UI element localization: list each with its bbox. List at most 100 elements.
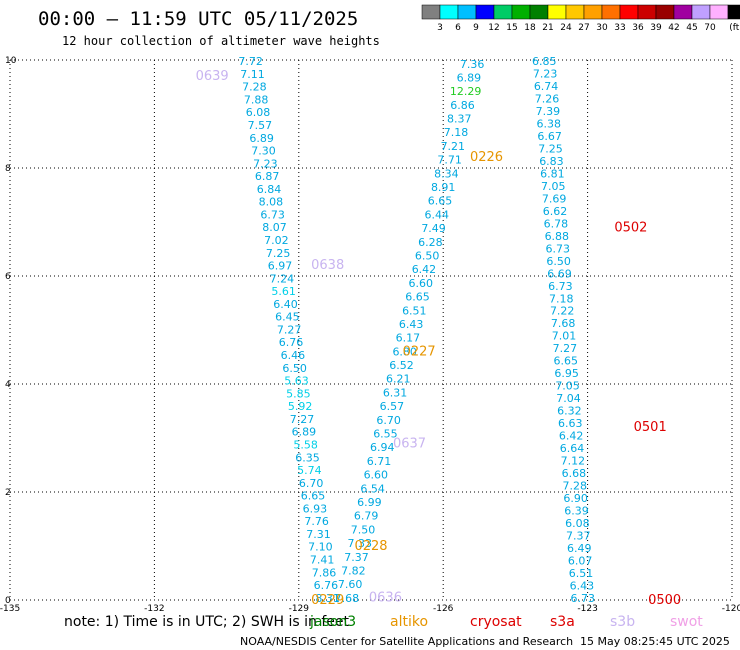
colorbar-label: 39 — [650, 23, 662, 33]
wave-height-value: 7.27 — [290, 413, 315, 426]
x-tick-label: -120 — [722, 604, 740, 614]
wave-height-value: 6.64 — [560, 442, 585, 455]
x-tick-label: -129 — [289, 604, 310, 614]
colorbar-swatch — [493, 4, 513, 20]
footer-note: note: 1) Time is in UTC; 2) SWH is in fe… — [64, 614, 350, 630]
wave-height-value: 7.10 — [308, 541, 333, 554]
wave-height-value: 6.89 — [457, 71, 482, 84]
pass-time-label: 0500 — [648, 593, 681, 608]
wave-height-value: 7.86 — [312, 566, 337, 579]
chart-grid — [9, 59, 733, 601]
colorbar-swatch — [583, 4, 603, 20]
wave-height-value: 6.76 — [314, 579, 339, 592]
x-tick-label: -126 — [433, 604, 454, 614]
pass-time-label: 0227 — [403, 345, 436, 360]
wave-height-value: 6.08 — [565, 517, 590, 530]
wave-height-value: 6.70 — [376, 414, 401, 427]
wave-height-value: 6.97 — [268, 260, 293, 273]
wave-height-value: 6.60 — [408, 277, 433, 290]
wave-height-value: 6.86 — [450, 99, 475, 112]
wave-height-value: 7.18 — [549, 292, 574, 305]
pass-time-label: 0229 — [311, 593, 344, 608]
chart-title: 00:00 — 11:59 UTC 05/11/2025 — [38, 8, 358, 30]
wave-height-value: 6.17 — [396, 332, 421, 345]
wave-height-value: 7.57 — [248, 119, 273, 132]
colorbar-swatch — [565, 4, 585, 20]
wave-height-value: 6.31 — [383, 386, 408, 399]
pass-time-label: 0636 — [369, 590, 402, 605]
wave-height-value: 7.11 — [240, 68, 265, 81]
wave-height-value: 6.67 — [537, 130, 562, 143]
y-tick-label: 8 — [5, 164, 11, 174]
wave-height-value: 6.46 — [281, 349, 306, 362]
colorbar-label: 24 — [560, 23, 572, 33]
wave-height-value: 5.63 — [284, 375, 309, 388]
wave-height-value: 6.08 — [246, 106, 271, 119]
wave-height-value: 6.43 — [570, 579, 595, 592]
wave-height-value: 6.32 — [557, 405, 582, 418]
wave-height-value: 7.88 — [244, 93, 269, 106]
wave-height-value: 7.04 — [556, 392, 581, 405]
colorbar-unit: (ft) — [729, 23, 740, 33]
wave-height-value: 5.74 — [297, 464, 322, 477]
wave-height-value: 7.39 — [536, 105, 561, 118]
wave-height-value: 6.93 — [303, 502, 328, 515]
pass-time-label: 0502 — [614, 220, 647, 235]
wave-height-value: 7.24 — [270, 272, 295, 285]
wave-height-value: 8.08 — [259, 196, 284, 209]
wave-height-value: 6.52 — [389, 359, 414, 372]
wave-height-value: 6.40 — [273, 298, 298, 311]
satellite-legend-item: swot — [670, 614, 703, 630]
wave-height-value: 6.79 — [354, 510, 379, 523]
wave-height-value: 7.69 — [542, 192, 567, 205]
y-tick-label: 10 — [5, 56, 17, 66]
satellite-legend-item: s3b — [610, 614, 635, 630]
colorbar-swatch — [547, 4, 567, 20]
wave-height-value: 6.43 — [399, 318, 424, 331]
wave-height-value: 7.25 — [538, 142, 563, 155]
wave-height-value: 8.31 — [315, 592, 340, 605]
wave-height-value: 6.73 — [260, 208, 285, 221]
wave-height-value: 7.41 — [310, 554, 335, 567]
wave-height-value: 6.65 — [405, 291, 430, 304]
wave-height-value: 6.60 — [364, 469, 389, 482]
wave-height-value: 5.58 — [293, 438, 318, 451]
colorbar-swatch — [709, 4, 729, 20]
wave-height-points: 7.727.117.287.886.087.576.897.307.236.87… — [238, 55, 595, 605]
wave-height-value: 8.07 — [262, 221, 287, 234]
wave-height-value: 6.63 — [558, 417, 583, 430]
wave-height-value: 7.28 — [242, 81, 267, 94]
wave-height-value: 6.81 — [540, 167, 565, 180]
wave-height-value: 6.74 — [534, 80, 559, 93]
wave-height-value: 7.02 — [264, 234, 289, 247]
wave-height-value: 6.35 — [295, 451, 320, 464]
wave-height-value: 7.18 — [444, 126, 469, 139]
wave-height-value: 7.27 — [277, 323, 302, 336]
colorbar-label: 36 — [632, 23, 644, 33]
colorbar-label: 33 — [614, 23, 625, 33]
pass-time-label: 0501 — [634, 420, 667, 435]
wave-height-value: 6.44 — [425, 208, 450, 221]
satellite-legend-item: jason3 — [309, 614, 356, 630]
wave-height-value: 6.73 — [548, 280, 573, 293]
x-tick-label: -132 — [144, 604, 164, 614]
wave-height-value: 6.65 — [301, 490, 326, 503]
chart-ticks: -135 -132 -129 -126 -123 -120 0 2 4 6 8 10 — [0, 56, 740, 614]
wave-height-value: 6.42 — [412, 263, 437, 276]
wave-height-value: 7.22 — [550, 305, 575, 318]
satellite-legend: jason3 altiko cryosat s3a s3b swot — [309, 614, 703, 630]
colorbar-label: 45 — [686, 23, 697, 33]
colorbar-label: 6 — [455, 23, 461, 33]
wave-height-value: 6.65 — [554, 355, 579, 368]
colorbar-label: 15 — [506, 23, 517, 33]
y-tick-label: 0 — [5, 596, 11, 606]
x-tick-label: -123 — [577, 604, 597, 614]
wave-height-value: 7.12 — [561, 455, 586, 468]
colorbar-label: 3 — [437, 23, 443, 33]
wave-height-value: 7.72 — [238, 55, 263, 68]
wave-height-value: 7.33 — [348, 537, 373, 550]
wave-height-value: 6.95 — [554, 367, 579, 380]
wave-height-value: 6.94 — [370, 441, 395, 454]
